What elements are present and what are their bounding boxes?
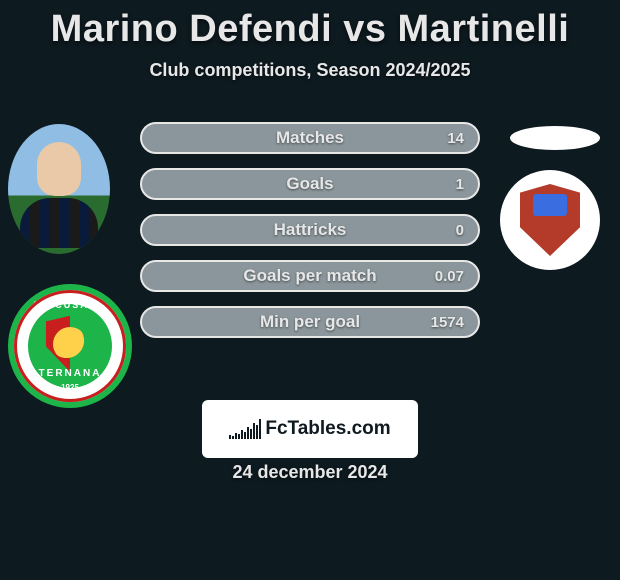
stat-row: Matches14 xyxy=(140,122,480,154)
stat-value-right: 1574 xyxy=(431,308,464,336)
stat-value-right: 14 xyxy=(447,124,464,152)
page-title: Marino Defendi vs Martinelli xyxy=(0,8,620,51)
date-text: 24 december 2024 xyxy=(0,462,620,483)
stat-value-right: 0 xyxy=(456,216,464,244)
logo-arc-bottom: TERNANA xyxy=(14,368,126,379)
player-left-avatar xyxy=(8,124,110,254)
stat-row: Goals per match0.07 xyxy=(140,260,480,292)
stat-label: Min per goal xyxy=(142,308,478,336)
stat-row: Min per goal1574 xyxy=(140,306,480,338)
logo-arc-top: UNICUSANO xyxy=(14,300,126,310)
stat-value-right: 1 xyxy=(456,170,464,198)
stats-container: Matches14 Goals1 Hattricks0 Goals per match… xyxy=(140,122,480,352)
club-logo-left: UNICUSANO TERNANA 1925 xyxy=(8,284,132,408)
stat-label: Goals per match xyxy=(142,262,478,290)
stat-label: Hattricks xyxy=(142,216,478,244)
logo-year: 1925 xyxy=(14,383,126,392)
brand-box: FcTables.com xyxy=(202,400,418,458)
logo-inner-ring xyxy=(28,304,112,388)
page-subtitle: Club competitions, Season 2024/2025 xyxy=(0,60,620,81)
avatar-shirt xyxy=(20,198,98,248)
player-right-avatar-placeholder xyxy=(510,126,600,150)
club-logo-right xyxy=(500,170,600,270)
stat-label: Goals xyxy=(142,170,478,198)
stat-row: Hattricks0 xyxy=(140,214,480,246)
stat-label: Matches xyxy=(142,124,478,152)
stat-value-right: 0.07 xyxy=(435,262,464,290)
avatar-head xyxy=(37,142,81,196)
logo-shield xyxy=(46,316,94,372)
logo-dragon-icon xyxy=(53,327,87,361)
logo-right-shield xyxy=(520,184,580,256)
stat-row: Goals1 xyxy=(140,168,480,200)
brand-text: FcTables.com xyxy=(265,418,390,440)
brand-bars-icon xyxy=(229,419,261,439)
